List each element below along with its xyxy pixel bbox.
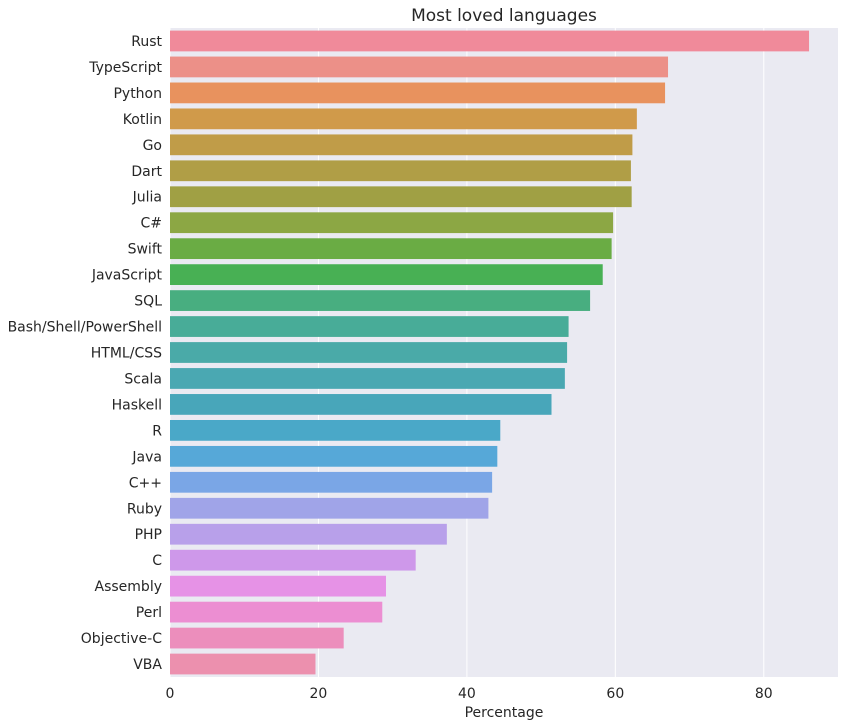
y-tick-label: Assembly [95,579,162,595]
y-tick-label: Ruby [127,501,162,517]
y-tick-label: Bash/Shell/PowerShell [8,320,162,336]
bar [170,653,316,675]
x-tick-label: 60 [606,686,624,702]
y-tick-label: PHP [135,527,162,543]
y-tick-label: Perl [136,605,162,621]
y-tick-label: Go [143,138,162,154]
y-tick-label: C [152,553,162,569]
bar [170,82,666,104]
bar [170,238,612,260]
bar [170,549,416,571]
bar [170,627,344,649]
y-tick-label: VBA [133,657,162,673]
y-tick-label: Java [131,449,162,465]
bar [170,134,633,156]
bar [170,523,447,545]
chart-title: Most loved languages [411,6,597,26]
bar [170,342,568,363]
y-tick-label: C++ [129,475,162,491]
bar [170,394,552,415]
y-tick-label: Rust [131,34,162,50]
bars [170,30,810,675]
y-tick-label: Swift [128,242,163,258]
bar [170,290,591,311]
bar [170,186,632,208]
y-tick-label: Kotlin [123,112,162,128]
y-tick-label: TypeScript [88,60,162,76]
bar [170,419,501,441]
bar [170,497,489,519]
bar [170,212,614,234]
bar [170,264,603,286]
x-tick-label: 80 [755,686,773,702]
y-tick-label: Python [113,86,162,102]
bar [170,575,386,597]
y-tick-label: R [152,423,162,439]
y-tick-label: Scala [124,371,162,387]
x-tick-label: 20 [310,686,328,702]
y-tick-label: Haskell [112,397,162,413]
bar [170,368,565,389]
y-tick-label: C# [140,216,162,232]
y-tick-label: HTML/CSS [91,346,162,362]
bar [170,445,498,467]
x-tick-label: 40 [458,686,476,702]
x-axis-label: Percentage [465,705,544,721]
y-tick-label: SQL [134,294,162,310]
bar [170,30,810,52]
bar [170,160,631,182]
bar [170,56,669,78]
x-tick-labels: 0 20 40 60 80 [166,686,773,702]
y-tick-label: Dart [131,164,162,180]
y-tick-label: Objective-C [81,631,162,647]
bar [170,601,383,623]
bar [170,108,637,130]
x-tick-label: 0 [166,686,175,702]
y-tick-label: Julia [132,190,162,206]
bar [170,316,569,337]
bar [170,471,493,493]
y-tick-label: JavaScript [91,268,163,284]
y-tick-labels: Rust TypeScript Python Kotlin Go Dart Julia C# S… [8,34,163,673]
